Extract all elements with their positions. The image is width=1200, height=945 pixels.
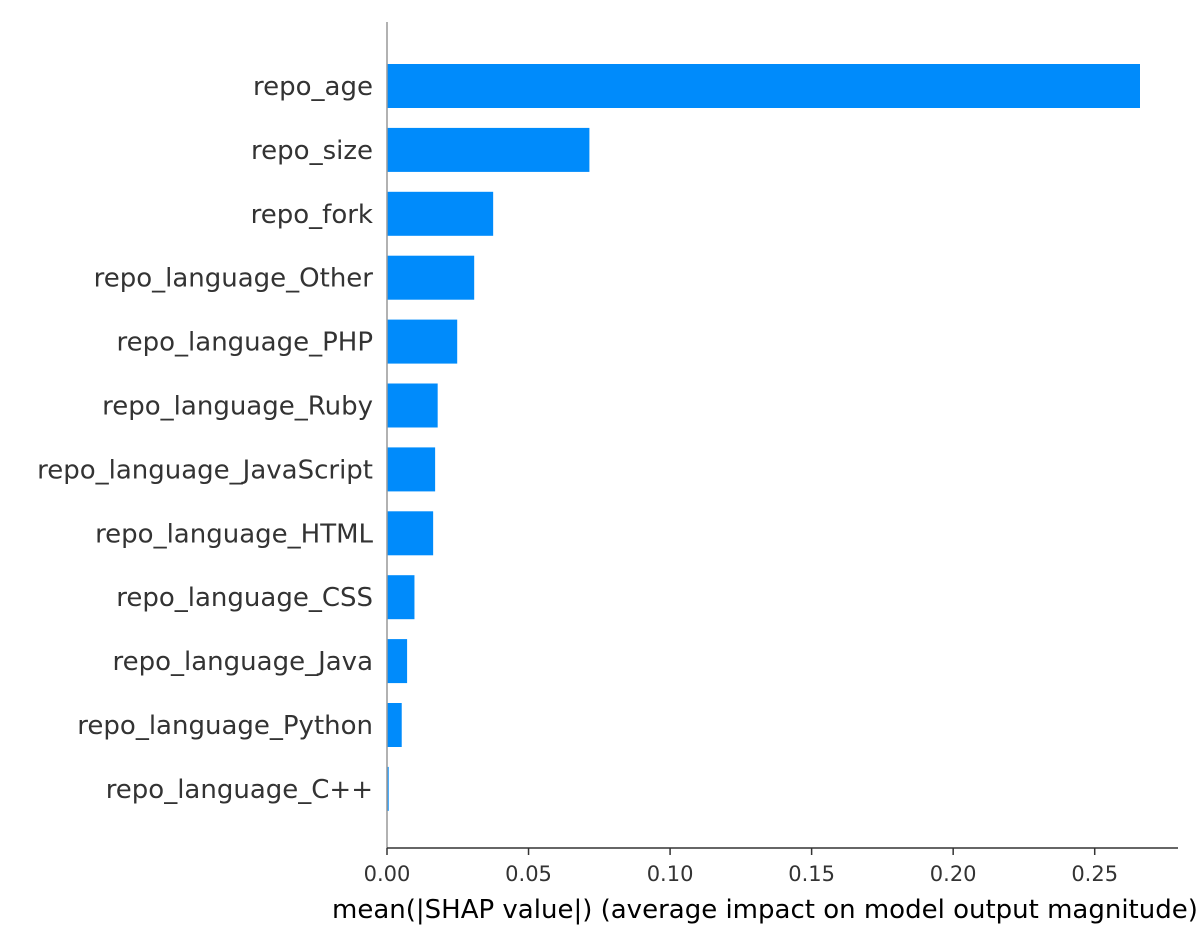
feature-label: repo_language_Other <box>94 264 374 294</box>
feature-label: repo_age <box>253 72 373 102</box>
bar-repo_language_CSS <box>387 575 415 620</box>
bar-repo_size <box>387 127 590 172</box>
x-tick-label: 0.00 <box>364 862 411 886</box>
feature-label: repo_language_Ruby <box>102 392 373 422</box>
x-tick-label: 0.10 <box>647 862 694 886</box>
x-tick-label: 0.05 <box>505 862 552 886</box>
bar-repo_language_Other <box>387 255 475 300</box>
feature-label: repo_language_C++ <box>106 775 373 805</box>
bar-repo_fork <box>387 191 494 236</box>
ticks-layer: 0.00 0.05 0.10 0.15 0.20 0.25 <box>364 848 1118 886</box>
labels-layer: repo_age repo_size repo_fork repo_language_… <box>37 72 373 805</box>
bar-repo_language_Ruby <box>387 383 438 428</box>
bar-repo_language_C++ <box>387 766 389 811</box>
x-axis-title: mean(|SHAP value|) (average impact on mo… <box>332 895 1198 925</box>
x-tick-label: 0.20 <box>930 862 977 886</box>
feature-label: repo_fork <box>251 200 373 230</box>
bar-repo_language_JavaScript <box>387 447 436 492</box>
bar-repo_language_PHP <box>387 319 458 364</box>
bars-layer <box>387 64 1140 811</box>
x-tick-label: 0.15 <box>788 862 835 886</box>
feature-label: repo_language_HTML <box>95 519 373 549</box>
bar-repo_age <box>387 64 1140 108</box>
feature-label: repo_language_CSS <box>116 583 373 613</box>
feature-label: repo_language_Java <box>113 647 374 677</box>
bar-repo_language_Java <box>387 639 408 684</box>
bar-repo_language_Python <box>387 703 402 747</box>
feature-label: repo_language_PHP <box>117 328 373 358</box>
feature-label: repo_language_JavaScript <box>37 455 373 485</box>
feature-label: repo_size <box>251 136 373 166</box>
bar-repo_language_HTML <box>387 511 434 556</box>
x-tick-label: 0.25 <box>1071 862 1118 886</box>
feature-label: repo_language_Python <box>77 711 373 741</box>
